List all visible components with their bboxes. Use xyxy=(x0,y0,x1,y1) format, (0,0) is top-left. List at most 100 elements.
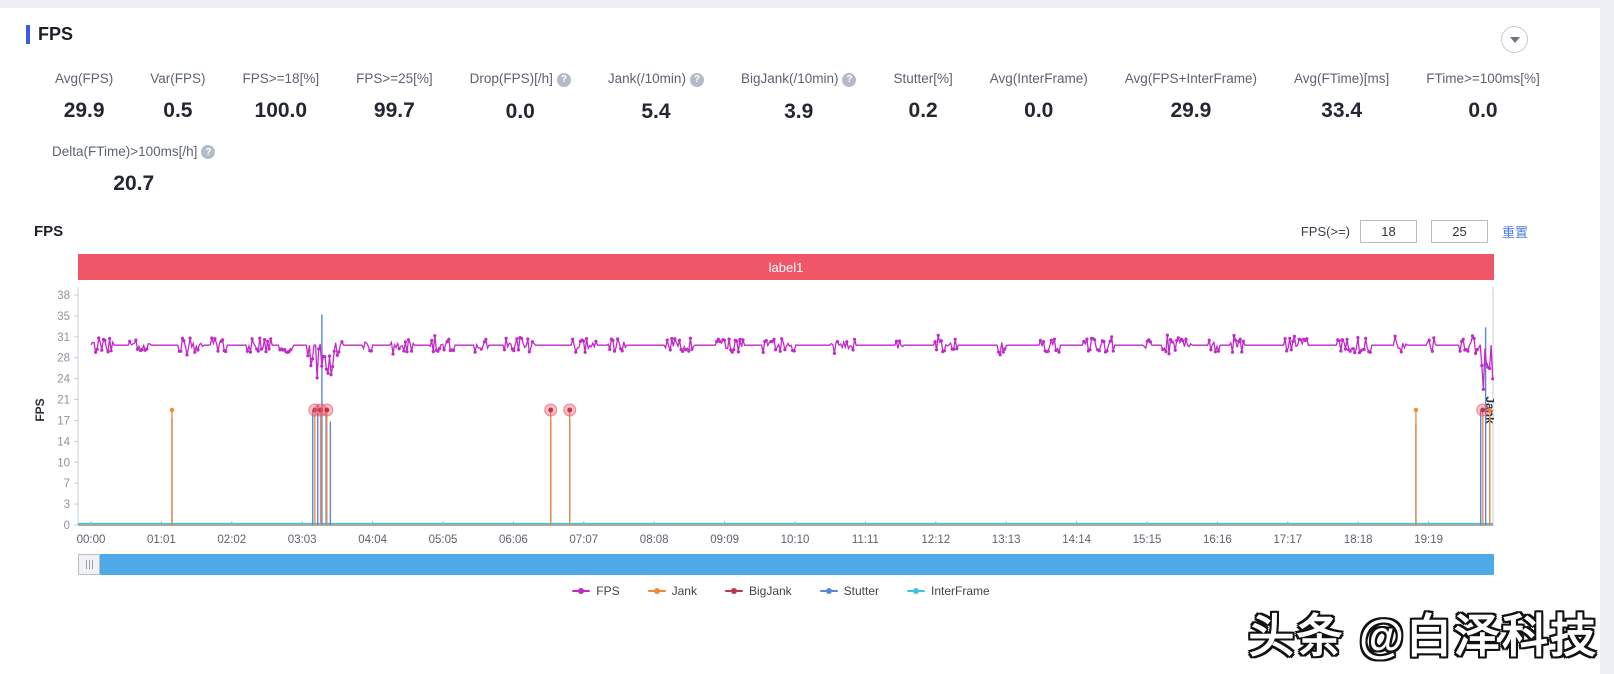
legend-marker xyxy=(907,587,926,595)
fps-panel: FPS Avg(FPS) 29.9 Var(FPS) 0.5 FPS>=18[%] 100… xyxy=(0,8,1600,674)
svg-text:07:07: 07:07 xyxy=(569,534,598,546)
svg-text:31: 31 xyxy=(57,332,70,344)
chart-scrollbar xyxy=(78,554,1494,575)
svg-text:10:10: 10:10 xyxy=(781,534,810,546)
svg-text:12:12: 12:12 xyxy=(921,534,950,546)
svg-text:17: 17 xyxy=(57,415,70,427)
svg-text:04:04: 04:04 xyxy=(358,534,387,546)
metric-value: 3.9 xyxy=(784,99,814,123)
help-icon[interactable]: ? xyxy=(201,145,216,159)
metric-value: 0.2 xyxy=(908,99,938,122)
metric-value: 0.0 xyxy=(1468,99,1498,122)
fps-threshold-input-1[interactable] xyxy=(1359,219,1417,243)
svg-text:19:19: 19:19 xyxy=(1414,534,1443,546)
svg-text:14: 14 xyxy=(57,436,70,448)
fps-chart-svg[interactable]: 03710141721242831353801200:0001:0102:020… xyxy=(34,280,1494,552)
legend-marker xyxy=(724,587,743,595)
help-icon[interactable]: ? xyxy=(689,72,704,87)
collapse-button[interactable] xyxy=(1501,26,1528,53)
svg-text:09:09: 09:09 xyxy=(710,534,739,546)
svg-text:08:08: 08:08 xyxy=(640,534,669,546)
svg-text:0: 0 xyxy=(64,520,70,532)
title-accent-bar xyxy=(26,25,30,44)
legend-marker xyxy=(819,587,838,595)
metric-value: 0.0 xyxy=(1024,99,1054,122)
help-icon[interactable]: ? xyxy=(842,72,857,87)
metric: FPS>=18[%] 100.0 xyxy=(243,71,320,124)
legend-label: Jank xyxy=(671,584,697,598)
metric-value: 0.0 xyxy=(505,99,535,123)
svg-text:38: 38 xyxy=(57,290,70,302)
metric-value: 99.7 xyxy=(373,99,415,122)
fps-threshold-label: FPS(>=) xyxy=(1300,223,1350,239)
chart-section: FPS FPS(>=) 重置 label1 0 3 7 10 14 17 21 24 28 31 3… xyxy=(0,218,1528,598)
metric-label: Avg(FTime)[ms] xyxy=(1293,71,1390,86)
fps-threshold-controls: FPS(>=) 重置 xyxy=(1300,219,1528,243)
legend-item-bigjank[interactable]: BigJank xyxy=(724,584,792,598)
metric: Avg(FPS) 29.9 xyxy=(55,71,113,124)
legend-item-stutter[interactable]: Stutter xyxy=(819,584,880,598)
metric-label: Drop(FPS)[/h]? xyxy=(470,71,571,87)
legend-item-interframe[interactable]: InterFrame xyxy=(907,584,990,598)
metric-label: FPS>=25[%] xyxy=(356,71,433,86)
chart-label-banner: label1 xyxy=(78,254,1494,280)
legend-label: Stutter xyxy=(843,584,880,598)
svg-text:17:17: 17:17 xyxy=(1273,534,1302,546)
help-icon[interactable]: ? xyxy=(556,72,571,87)
metric-label: Avg(FPS) xyxy=(55,71,114,86)
metric: Delta(FTime)>100ms[/h]? 20.7 xyxy=(52,144,216,197)
metric: Jank(/10min)? 5.4 xyxy=(608,71,704,124)
legend-label: InterFrame xyxy=(931,584,990,598)
metric: Drop(FPS)[/h]? 0.0 xyxy=(470,71,571,124)
scrollbar-track[interactable] xyxy=(100,554,1494,575)
metric: Stutter[%] 0.2 xyxy=(893,71,952,124)
svg-text:7: 7 xyxy=(64,478,70,490)
chart-section-header: FPS FPS(>=) 重置 xyxy=(34,218,1528,244)
svg-text:35: 35 xyxy=(57,311,70,323)
svg-text:16:16: 16:16 xyxy=(1203,534,1232,546)
legend-label: BigJank xyxy=(748,584,792,598)
metric-label: Avg(FPS+InterFrame) xyxy=(1124,71,1257,86)
metric-value: 29.9 xyxy=(1170,99,1212,122)
chevron-down-icon xyxy=(1509,36,1520,43)
legend-marker xyxy=(647,587,666,595)
panel-header: FPS xyxy=(0,8,1600,45)
metric-label: Delta(FTime)>100ms[/h]? xyxy=(52,144,216,159)
legend-marker xyxy=(572,587,591,595)
svg-text:28: 28 xyxy=(57,353,70,365)
legend-label: FPS xyxy=(596,584,620,598)
svg-text:10: 10 xyxy=(57,457,70,469)
svg-text:00:00: 00:00 xyxy=(77,534,106,546)
metric-label: FPS>=18[%] xyxy=(242,71,320,86)
watermark: 头条 @白泽科技 xyxy=(1248,610,1598,662)
metric-value: 33.4 xyxy=(1321,99,1363,122)
legend-item-fps[interactable]: FPS xyxy=(572,584,620,598)
reset-link[interactable]: 重置 xyxy=(1501,224,1528,240)
metrics-row-2: Delta(FTime)>100ms[/h]? 20.7 xyxy=(0,144,1600,197)
svg-text:03:03: 03:03 xyxy=(288,534,317,546)
metric: FTime>=100ms[%] 0.0 xyxy=(1426,71,1540,124)
svg-text:01:01: 01:01 xyxy=(147,534,176,546)
metric: Avg(FPS+InterFrame) 29.9 xyxy=(1125,71,1257,124)
metric-value: 29.9 xyxy=(63,99,105,122)
svg-text:3: 3 xyxy=(64,499,70,511)
chart-title: FPS xyxy=(34,222,64,240)
svg-text:15:15: 15:15 xyxy=(1133,534,1162,546)
metric: Avg(InterFrame) 0.0 xyxy=(990,71,1088,124)
metric: Var(FPS) 0.5 xyxy=(150,71,205,124)
svg-text:05:05: 05:05 xyxy=(429,534,458,546)
metric-value: 100.0 xyxy=(254,99,308,122)
chart-legend: FPS Jank BigJank Stutter InterFrame xyxy=(34,584,1528,598)
metric: FPS>=25[%] 99.7 xyxy=(356,71,433,124)
metric-label: BigJank(/10min)? xyxy=(741,71,857,87)
svg-text:06:06: 06:06 xyxy=(499,534,528,546)
svg-text:18:18: 18:18 xyxy=(1344,534,1373,546)
metric-label: Jank(/10min)? xyxy=(608,71,704,87)
metric-value: 5.4 xyxy=(641,99,671,123)
metric-label: Var(FPS) xyxy=(150,71,206,86)
fps-threshold-input-2[interactable] xyxy=(1430,219,1488,243)
panel-title: FPS xyxy=(38,24,74,44)
legend-item-jank[interactable]: Jank xyxy=(647,584,697,598)
metric-label: Stutter[%] xyxy=(893,71,953,86)
scrollbar-handle[interactable] xyxy=(78,554,100,575)
